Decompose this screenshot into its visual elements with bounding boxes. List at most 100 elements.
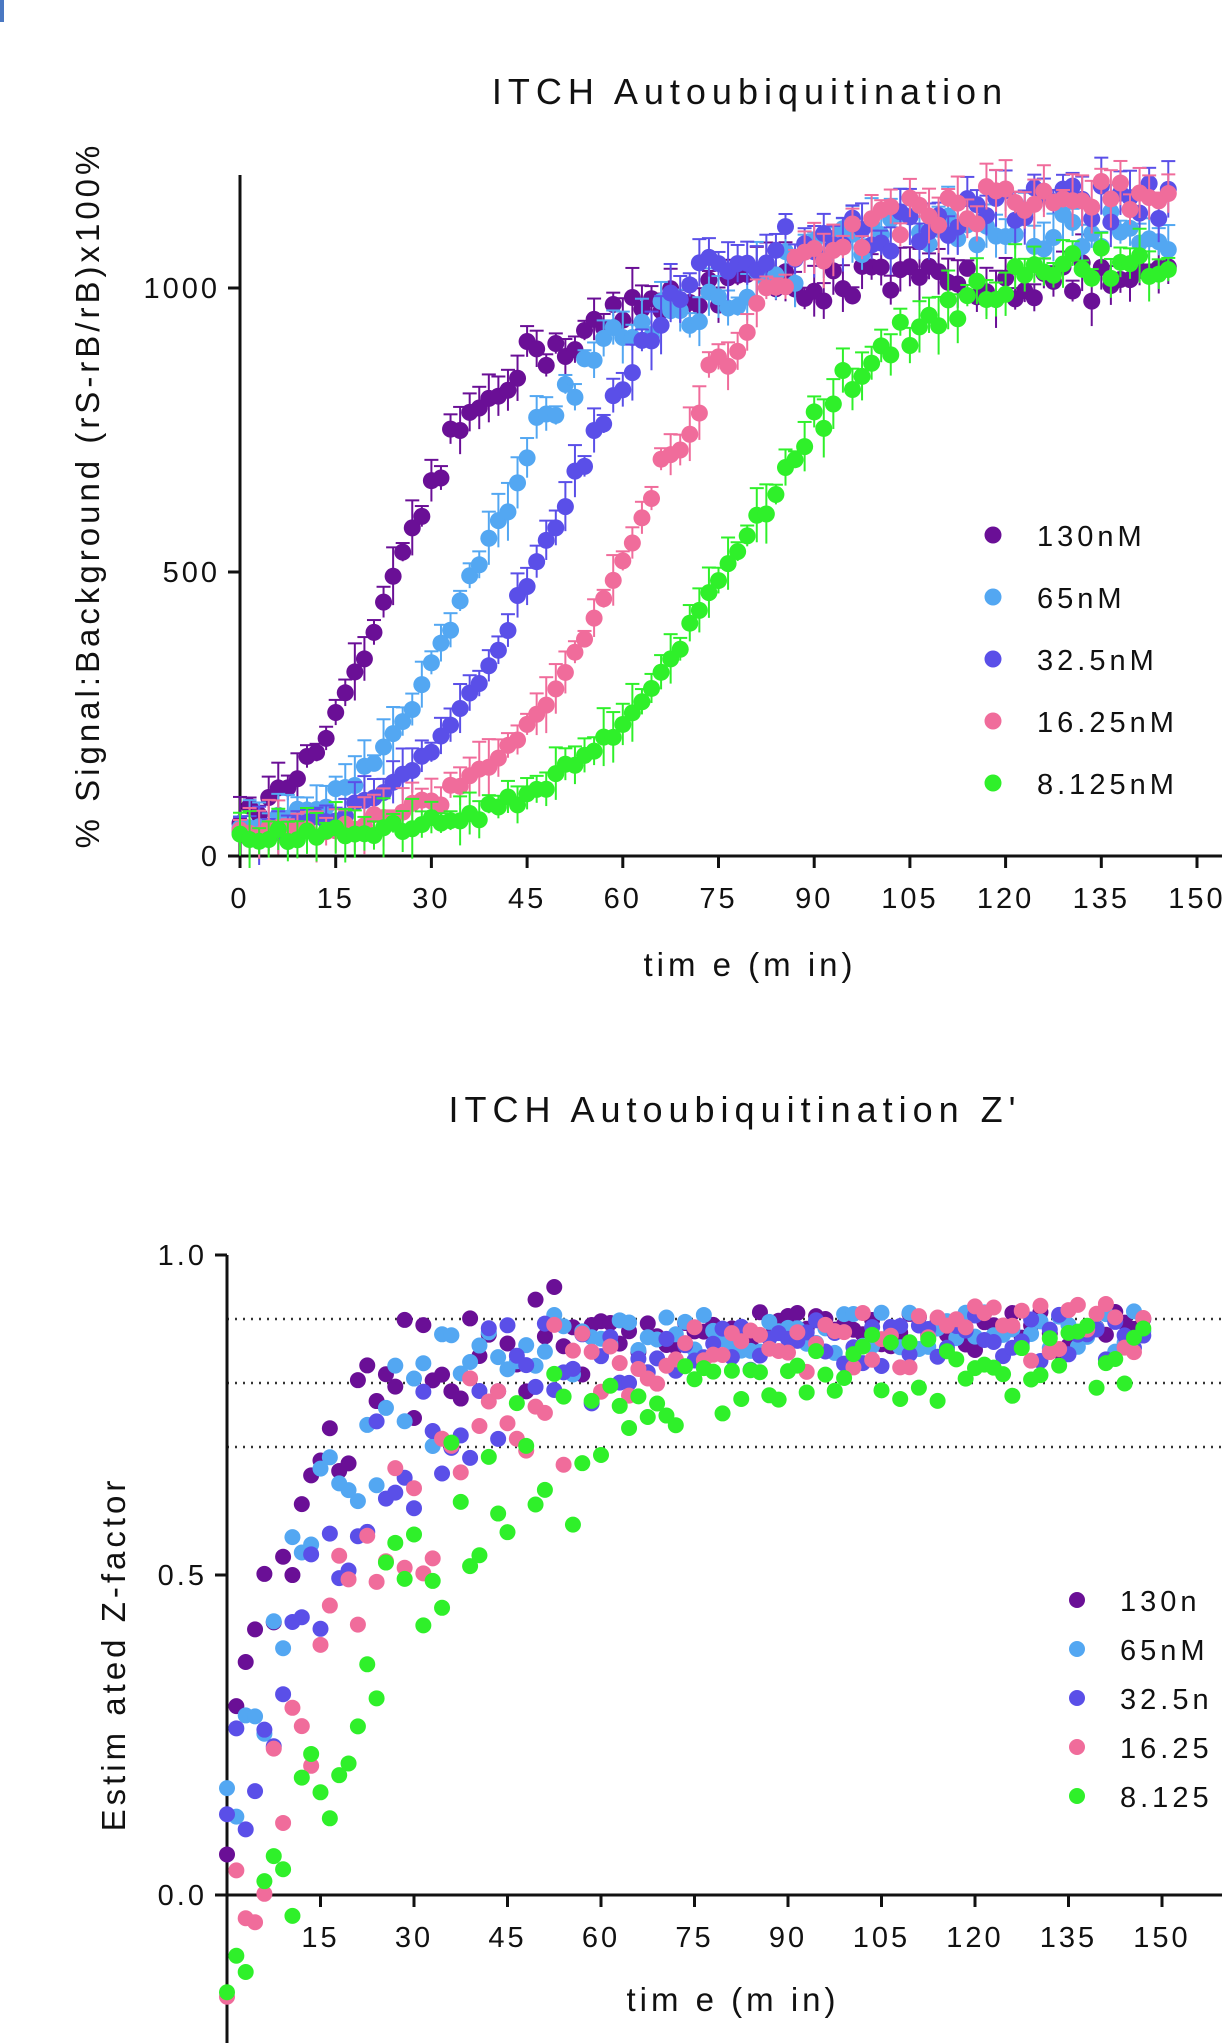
data-point (247, 1708, 264, 1725)
data-point (256, 1873, 273, 1890)
data-point (652, 316, 670, 334)
data-point (595, 329, 613, 347)
data-point (284, 1907, 301, 1924)
data-point (387, 1357, 404, 1374)
data-point (957, 1370, 974, 1387)
data-point (757, 505, 775, 523)
data-point (462, 1558, 479, 1575)
data-point (854, 1338, 871, 1355)
data-point (499, 381, 517, 399)
data-point (442, 716, 460, 734)
data-point (719, 555, 737, 573)
data-point (434, 1465, 451, 1482)
data-point (293, 1718, 310, 1735)
data-point (321, 1420, 338, 1437)
data-point (556, 663, 574, 681)
data-point (375, 593, 393, 611)
x-tick-label: 60 (604, 883, 642, 915)
data-point (265, 1848, 282, 1865)
data-point (1159, 261, 1177, 279)
data-point (490, 1505, 507, 1522)
data-point (690, 404, 708, 422)
data-point (490, 1349, 507, 1366)
data-point (555, 1388, 572, 1405)
data-point (403, 519, 421, 537)
data-point (518, 449, 536, 467)
data-point (611, 1397, 628, 1414)
data-point (614, 715, 632, 733)
data-point (834, 238, 852, 256)
data-point (705, 1335, 722, 1352)
data-point (518, 1437, 535, 1454)
data-point (265, 1613, 282, 1630)
data-point (1044, 266, 1062, 284)
data-point (547, 519, 565, 537)
data-point (729, 543, 747, 561)
data-point (1131, 247, 1149, 265)
data-point (681, 614, 699, 632)
data-point (789, 1324, 806, 1341)
data-point (658, 1330, 675, 1347)
data-point (415, 1617, 432, 1634)
x-tick-label: 15 (301, 1922, 339, 1954)
data-point (882, 198, 900, 216)
data-point (1083, 269, 1101, 287)
x-tick-label: 45 (508, 883, 546, 915)
data-point (555, 1456, 572, 1473)
data-point (968, 272, 986, 290)
corner-marker (0, 0, 4, 22)
data-point (317, 729, 335, 747)
data-point (585, 351, 603, 369)
data-point (882, 281, 900, 299)
legend-label: 65nM (1120, 1635, 1209, 1667)
data-point (882, 242, 900, 260)
x-tick-label: 75 (675, 1922, 713, 1954)
data-point (967, 1342, 983, 1359)
data-point (614, 552, 632, 570)
data-point (237, 1821, 254, 1838)
data-point (547, 680, 565, 698)
data-point (671, 441, 689, 459)
data-point (789, 1357, 806, 1374)
data-point (583, 1343, 600, 1360)
data-point (237, 1963, 254, 1980)
data-point (275, 1814, 292, 1831)
data-point (406, 1370, 422, 1387)
data-point (910, 268, 928, 286)
data-point (406, 1526, 422, 1543)
data-point (604, 571, 622, 589)
data-point (518, 577, 536, 595)
data-point (595, 590, 613, 608)
legend-label: 130nM (1037, 521, 1146, 553)
data-point (368, 1477, 385, 1494)
data-point (948, 1351, 965, 1368)
data-point (303, 1546, 320, 1563)
legend-marker (984, 588, 1002, 606)
data-point (843, 287, 861, 305)
data-point (384, 567, 402, 585)
data-point (368, 1573, 385, 1590)
data-point (471, 1383, 488, 1400)
data-point (643, 332, 661, 350)
x-tick-label: 60 (582, 1922, 620, 1954)
z-factor-chart: ITCH Autoubiquitination Z' Estim ated Z-… (95, 1089, 1222, 2043)
data-point (509, 796, 527, 814)
data-point (499, 1524, 516, 1541)
data-point (623, 534, 641, 552)
data-point (228, 1862, 245, 1879)
data-point (593, 1446, 609, 1463)
legend: 130nM 65nM 32.5nM 16.25nM 8.125nM (984, 521, 1174, 801)
data-point (853, 239, 871, 257)
x-tick-label: 30 (412, 883, 450, 915)
data-point (623, 704, 641, 722)
data-point (462, 1449, 479, 1466)
data-point (583, 1392, 600, 1409)
data-point (293, 1769, 310, 1786)
data-point (359, 1656, 376, 1673)
data-point (377, 1554, 394, 1571)
data-point (671, 640, 689, 658)
x-tick-label: 45 (488, 1922, 526, 1954)
axes: 15 30 45 60 75 90 105 120 135 150 0.0 0.5 1.0 (158, 1240, 1222, 2043)
data-point (789, 1304, 806, 1321)
data-point (630, 1388, 647, 1405)
